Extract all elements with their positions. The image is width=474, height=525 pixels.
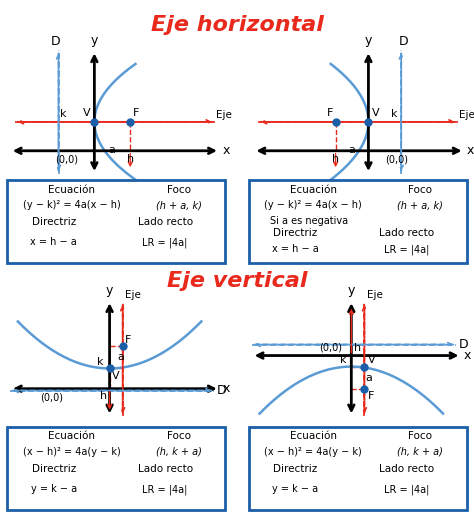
Text: Lado recto: Lado recto [137,464,193,474]
FancyBboxPatch shape [249,427,467,510]
Text: Si a es negativa: Si a es negativa [270,216,348,226]
Text: D: D [459,338,468,351]
Text: (h, k + a): (h, k + a) [155,447,201,457]
Text: (0,0): (0,0) [385,155,408,165]
Text: y: y [106,284,113,297]
Text: (h, k + a): (h, k + a) [397,447,443,457]
Text: x: x [464,349,472,362]
Text: Directriz: Directriz [273,464,318,474]
FancyBboxPatch shape [7,427,225,510]
Text: y = k − a: y = k − a [273,484,319,494]
Text: (0,0): (0,0) [40,392,64,402]
Text: F: F [327,108,333,118]
Text: (y − k)² = 4a(x − h): (y − k)² = 4a(x − h) [264,200,362,210]
Text: x: x [467,144,474,157]
Text: a: a [366,373,373,383]
FancyBboxPatch shape [7,180,225,264]
Text: Ecuación: Ecuación [48,185,95,195]
Text: y: y [91,34,98,47]
Text: k: k [391,109,398,119]
Text: V: V [83,108,91,118]
Text: (y − k)² = 4a(x − h): (y − k)² = 4a(x − h) [23,200,120,210]
FancyBboxPatch shape [249,180,467,264]
Text: (0,0): (0,0) [55,155,78,165]
Text: LR = |4a|: LR = |4a| [143,484,188,495]
Text: a: a [109,145,116,155]
Text: V: V [372,108,380,118]
Text: h: h [354,343,361,353]
Text: D: D [217,384,227,397]
Text: h: h [127,154,134,164]
Text: D: D [51,36,61,48]
Text: x = h − a: x = h − a [30,237,77,247]
Text: Lado recto: Lado recto [137,217,193,227]
Text: Eje: Eje [459,110,474,120]
Text: Ecuación: Ecuación [290,185,337,195]
Text: k: k [60,109,67,119]
Text: (h + a, k): (h + a, k) [397,200,443,210]
Text: Lado recto: Lado recto [379,228,435,238]
Text: x: x [222,144,230,157]
Text: D: D [399,36,409,48]
Text: k: k [339,355,346,365]
Text: x: x [222,382,230,395]
Text: Foco: Foco [408,432,432,442]
Text: Directriz: Directriz [273,228,318,238]
Text: Foco: Foco [166,432,191,442]
Text: F: F [133,108,139,118]
Text: LR = |4a|: LR = |4a| [384,244,429,255]
Text: Eje vertical: Eje vertical [167,271,307,291]
Text: Eje: Eje [216,110,232,120]
Text: Eje: Eje [367,290,383,300]
Text: F: F [367,391,374,401]
Text: (h + a, k): (h + a, k) [155,200,201,210]
Text: x = h − a: x = h − a [272,244,319,254]
Text: LR = |4a|: LR = |4a| [143,237,188,248]
Text: LR = |4a|: LR = |4a| [384,484,429,495]
Text: (x − h)² = 4a(y − k): (x − h)² = 4a(y − k) [23,447,120,457]
Text: Lado recto: Lado recto [379,464,435,474]
Text: Foco: Foco [408,185,432,195]
Text: Eje horizontal: Eje horizontal [151,15,323,35]
Text: y: y [347,284,355,297]
Text: Ecuación: Ecuación [290,432,337,442]
Text: V: V [112,371,120,381]
Text: (0,0): (0,0) [319,343,342,353]
Text: Eje: Eje [125,290,141,300]
Text: a: a [348,145,356,155]
Text: k: k [97,356,103,366]
Text: Foco: Foco [166,185,191,195]
Text: y = k − a: y = k − a [31,484,77,494]
Text: y: y [365,34,372,47]
Text: a: a [117,352,124,362]
Text: V: V [367,355,375,365]
Text: h: h [100,392,107,402]
Text: F: F [125,334,132,344]
Text: h: h [332,154,339,164]
Text: Ecuación: Ecuación [48,432,95,442]
Text: Directriz: Directriz [32,464,76,474]
Text: Directriz: Directriz [32,217,76,227]
Text: (x − h)² = 4a(y − k): (x − h)² = 4a(y − k) [264,447,362,457]
